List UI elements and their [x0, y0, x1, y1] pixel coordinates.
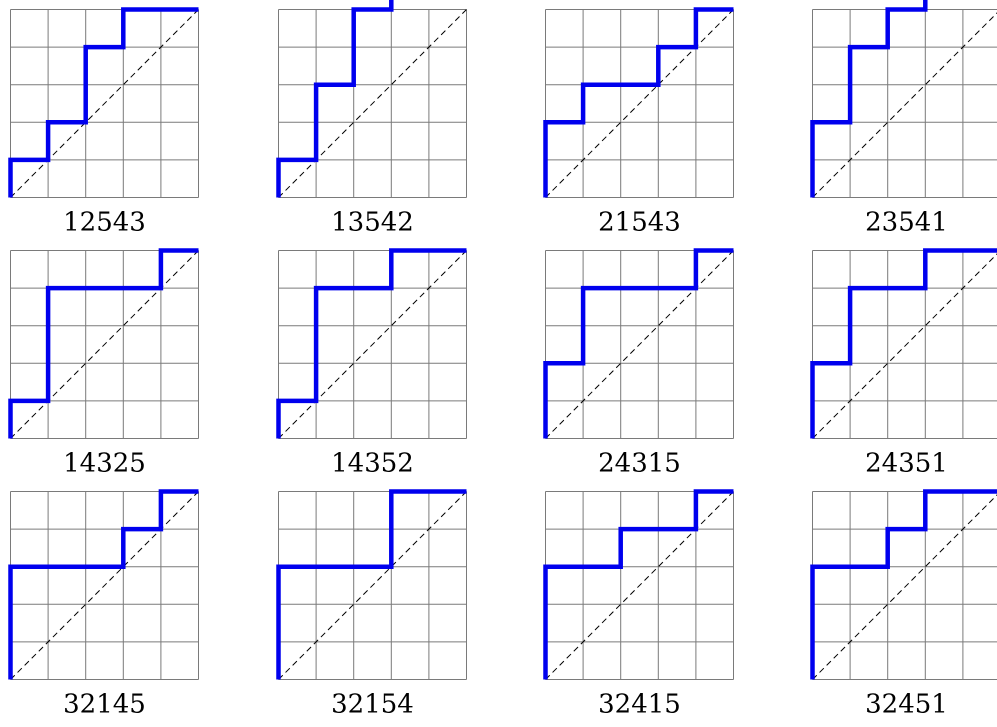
panel-label: 24315: [598, 449, 681, 479]
diagonal-line: [545, 491, 734, 680]
lattice-path: [810, 0, 928, 198]
lattice-path: [543, 248, 734, 439]
lattice-path: [543, 7, 734, 198]
diagonal-line: [278, 491, 467, 680]
lattice-path: [543, 489, 734, 680]
panel-label: 24351: [865, 449, 948, 479]
panel-label: 12543: [63, 208, 146, 238]
dyck-path-panel: 21543: [543, 7, 734, 238]
grid: [812, 491, 997, 680]
diagonal-line: [278, 9, 467, 198]
lattice-path: [8, 489, 199, 680]
diagonal-line: [10, 491, 199, 680]
panel-label: 32154: [331, 690, 414, 720]
diagonal-line: [812, 253, 997, 439]
lattice-path: [276, 489, 467, 680]
dyck-path-panel: 32451: [810, 489, 997, 720]
lattice-path: [8, 248, 199, 439]
panel-label: 23541: [865, 208, 948, 238]
dyck-path-panel: 23541: [810, 0, 997, 238]
lattice-path: [810, 248, 997, 439]
diagonal-line: [545, 250, 734, 439]
dyck-path-panel: 13542: [276, 0, 467, 238]
panel-label: 14352: [331, 449, 414, 479]
grid: [812, 9, 997, 198]
panel-label: 32451: [865, 690, 948, 720]
diagonal-line: [545, 9, 734, 198]
panel-label: 13542: [331, 208, 414, 238]
lattice-path: [8, 7, 199, 198]
grid: [812, 250, 997, 439]
diagonal-line: [812, 494, 997, 680]
dyck-path-panel: 14325: [8, 248, 199, 479]
panel-label: 14325: [63, 449, 146, 479]
diagonal-line: [10, 9, 199, 198]
dyck-path-panel: 14352: [276, 248, 467, 479]
lattice-path: [810, 489, 997, 680]
diagonal-line: [278, 250, 467, 439]
diagonal-line: [812, 12, 997, 198]
panel-label: 32145: [63, 690, 146, 720]
dyck-path-panel: 24315: [543, 248, 734, 479]
dyck-path-panel: 32415: [543, 489, 734, 720]
dyck-path-panel: 24351: [810, 248, 997, 479]
dyck-path-panel: 12543: [8, 7, 199, 238]
panel-label: 32415: [598, 690, 681, 720]
dyck-path-panel: 32154: [276, 489, 467, 720]
panel-label: 21543: [598, 208, 681, 238]
lattice-path: [276, 248, 467, 439]
dyck-path-panel: 32145: [8, 489, 199, 720]
lattice-path: [276, 0, 394, 198]
diagonal-line: [10, 250, 199, 439]
